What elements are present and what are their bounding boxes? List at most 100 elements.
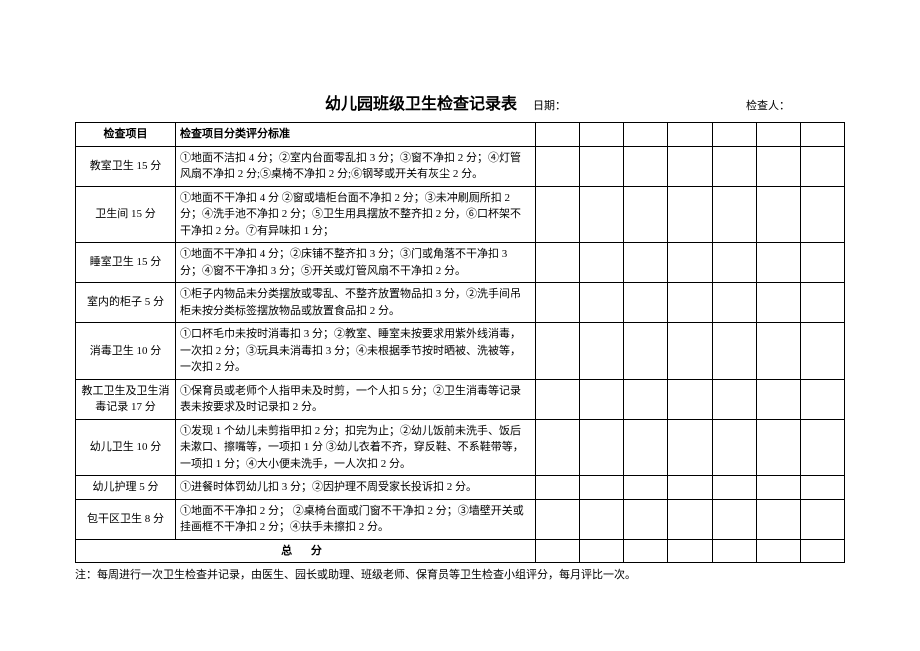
blank-cell <box>580 499 624 539</box>
blank-cell <box>800 379 844 419</box>
blank-cell <box>756 476 800 500</box>
blank-cell <box>712 243 756 283</box>
blank-cell <box>536 243 580 283</box>
item-cell: 卫生间 15 分 <box>76 186 176 243</box>
col-header-blank <box>580 123 624 147</box>
col-header-blank <box>668 123 712 147</box>
blank-cell <box>800 283 844 323</box>
criteria-cell: ①地面不干净扣 2 分； ②桌椅台面或门窗不干净扣 2 分；③墙壁开关或挂画框不… <box>176 499 536 539</box>
date-label: 日期： <box>533 97 566 113</box>
blank-cell <box>712 499 756 539</box>
table-row: 教工卫生及卫生消毒记录 17 分①保育员或老师个人指甲未及时剪，一个人扣 5 分… <box>76 379 845 419</box>
blank-cell <box>536 379 580 419</box>
blank-cell <box>536 146 580 186</box>
blank-cell <box>536 539 580 563</box>
blank-cell <box>756 283 800 323</box>
total-label: 总 分 <box>76 539 536 563</box>
inspection-table: 检查项目 检查项目分类评分标准 教室卫生 15 分①地面不洁扣 4 分；②室内台… <box>75 122 845 563</box>
item-cell: 睡室卫生 15 分 <box>76 243 176 283</box>
col-header-blank <box>756 123 800 147</box>
criteria-cell: ①柜子内物品未分类摆放或零乱、不整齐放置物品扣 3 分，②洗手间吊柜未按分类标签… <box>176 283 536 323</box>
blank-cell <box>712 186 756 243</box>
blank-cell <box>800 419 844 476</box>
blank-cell <box>536 283 580 323</box>
item-cell: 幼儿卫生 10 分 <box>76 419 176 476</box>
blank-cell <box>756 186 800 243</box>
col-header-blank <box>800 123 844 147</box>
blank-cell <box>624 539 668 563</box>
blank-cell <box>536 476 580 500</box>
blank-cell <box>668 243 712 283</box>
blank-cell <box>624 419 668 476</box>
blank-cell <box>624 476 668 500</box>
table-row: 睡室卫生 15 分①地面不干净扣 4 分；②床铺不整齐扣 3 分；③门或角落不干… <box>76 243 845 283</box>
blank-cell <box>800 186 844 243</box>
blank-cell <box>800 499 844 539</box>
blank-cell <box>580 323 624 380</box>
blank-cell <box>624 323 668 380</box>
table-row: 包干区卫生 8 分①地面不干净扣 2 分； ②桌椅台面或门窗不干净扣 2 分；③… <box>76 499 845 539</box>
blank-cell <box>756 499 800 539</box>
blank-cell <box>800 146 844 186</box>
table-row: 幼儿护理 5 分①进餐时体罚幼儿扣 3 分；②因护理不周受家长投诉扣 2 分。 <box>76 476 845 500</box>
blank-cell <box>580 243 624 283</box>
blank-cell <box>624 146 668 186</box>
blank-cell <box>668 539 712 563</box>
criteria-cell: ①保育员或老师个人指甲未及时剪，一个人扣 5 分；②卫生消毒等记录表未按要求及时… <box>176 379 536 419</box>
blank-cell <box>668 186 712 243</box>
blank-cell <box>756 323 800 380</box>
footnote: 注：每周进行一次卫生检查并记录，由医生、园长或助理、班级老师、保育员等卫生检查小… <box>75 567 845 584</box>
blank-cell <box>668 146 712 186</box>
header-row: 幼儿园班级卫生检查记录表 日期： 检查人： <box>75 90 845 114</box>
criteria-cell: ①发现 1 个幼儿未剪指甲扣 2 分；扣完为止；②幼儿饭前未洗手、饭后未漱口、擦… <box>176 419 536 476</box>
blank-cell <box>800 539 844 563</box>
criteria-cell: ①进餐时体罚幼儿扣 3 分；②因护理不周受家长投诉扣 2 分。 <box>176 476 536 500</box>
blank-cell <box>624 186 668 243</box>
blank-cell <box>668 419 712 476</box>
page-title: 幼儿园班级卫生检查记录表 <box>325 90 517 114</box>
item-cell: 消毒卫生 10 分 <box>76 323 176 380</box>
table-row: 消毒卫生 10 分①口杯毛巾未按时消毒扣 3 分；②教室、睡室未按要求用紫外线消… <box>76 323 845 380</box>
blank-cell <box>800 323 844 380</box>
table-row: 教室卫生 15 分①地面不洁扣 4 分；②室内台面零乱扣 3 分；③窗不净扣 2… <box>76 146 845 186</box>
blank-cell <box>712 323 756 380</box>
inspector-label: 检查人： <box>746 97 790 113</box>
blank-cell <box>668 499 712 539</box>
blank-cell <box>712 379 756 419</box>
col-header-blank <box>624 123 668 147</box>
blank-cell <box>580 539 624 563</box>
blank-cell <box>712 283 756 323</box>
blank-cell <box>712 419 756 476</box>
blank-cell <box>668 323 712 380</box>
criteria-cell: ①地面不干净扣 4 分；②床铺不整齐扣 3 分；③门或角落不干净扣 3 分；④窗… <box>176 243 536 283</box>
blank-cell <box>712 539 756 563</box>
blank-cell <box>624 243 668 283</box>
blank-cell <box>756 379 800 419</box>
criteria-cell: ①口杯毛巾未按时消毒扣 3 分；②教室、睡室未按要求用紫外线消毒，一次扣 2 分… <box>176 323 536 380</box>
criteria-cell: ①地面不洁扣 4 分；②室内台面零乱扣 3 分；③窗不净扣 2 分；④灯管风扇不… <box>176 146 536 186</box>
total-row: 总 分 <box>76 539 845 563</box>
blank-cell <box>580 186 624 243</box>
blank-cell <box>756 539 800 563</box>
blank-cell <box>712 146 756 186</box>
table-row: 幼儿卫生 10 分①发现 1 个幼儿未剪指甲扣 2 分；扣完为止；②幼儿饭前未洗… <box>76 419 845 476</box>
blank-cell <box>624 283 668 323</box>
blank-cell <box>580 283 624 323</box>
item-cell: 教工卫生及卫生消毒记录 17 分 <box>76 379 176 419</box>
item-cell: 室内的柜子 5 分 <box>76 283 176 323</box>
blank-cell <box>668 379 712 419</box>
blank-cell <box>624 499 668 539</box>
blank-cell <box>800 243 844 283</box>
blank-cell <box>580 419 624 476</box>
blank-cell <box>712 476 756 500</box>
blank-cell <box>580 146 624 186</box>
col-header-blank <box>536 123 580 147</box>
blank-cell <box>536 186 580 243</box>
blank-cell <box>756 146 800 186</box>
blank-cell <box>668 476 712 500</box>
blank-cell <box>580 476 624 500</box>
blank-cell <box>624 379 668 419</box>
blank-cell <box>580 379 624 419</box>
col-header-criteria: 检查项目分类评分标准 <box>176 123 536 147</box>
blank-cell <box>756 243 800 283</box>
